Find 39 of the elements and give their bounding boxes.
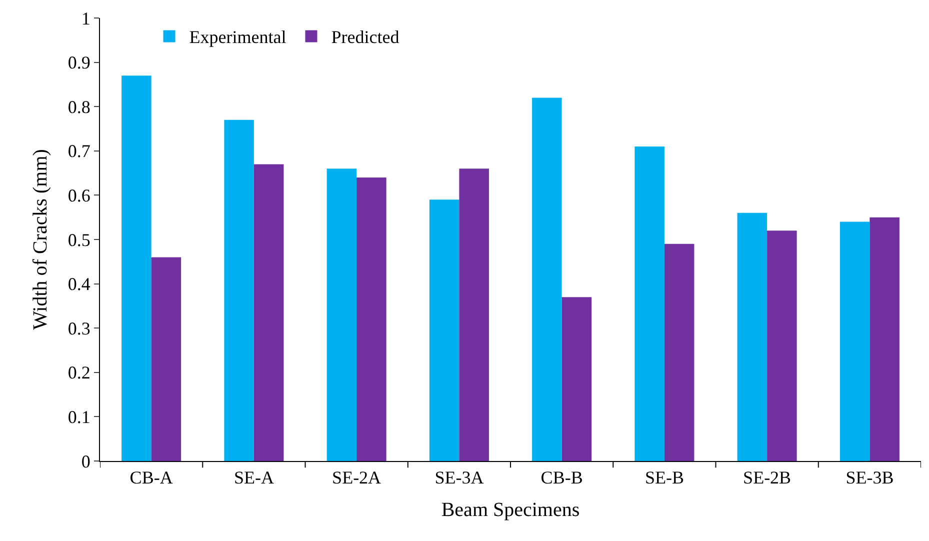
y-tick-label: 0.7 xyxy=(68,141,90,162)
legend-label: Predicted xyxy=(331,27,400,48)
bar xyxy=(737,212,768,461)
y-axis-title: Width of Cracks (mm) xyxy=(29,149,52,330)
bar xyxy=(254,164,284,461)
legend-label: Experimental xyxy=(189,27,286,48)
y-tick-label: 0.5 xyxy=(68,230,90,250)
bar xyxy=(767,230,797,461)
bar xyxy=(870,217,900,461)
bar xyxy=(840,222,870,461)
bar xyxy=(429,200,460,461)
x-axis-title: Beam Specimens xyxy=(441,499,580,522)
x-tick-label: SE-A xyxy=(234,468,274,488)
x-tick-label: CB-A xyxy=(130,468,173,488)
bar xyxy=(356,177,386,461)
y-tick-label: 0.8 xyxy=(68,96,90,117)
y-tick-label: 0.1 xyxy=(68,407,90,427)
y-tick-label: 0.6 xyxy=(68,186,90,206)
x-tick-label: SE-2B xyxy=(743,468,792,488)
x-tick-label: SE-3A xyxy=(434,468,484,488)
bar xyxy=(562,297,592,461)
bar xyxy=(634,146,664,461)
y-tick-label: 1 xyxy=(81,8,90,28)
x-tick-label: SE-3B xyxy=(846,468,894,488)
x-tick-label: SE-2A xyxy=(332,468,382,488)
bar xyxy=(151,257,182,461)
x-tick-label: CB-B xyxy=(540,468,583,488)
x-tick-label: SE-B xyxy=(644,468,684,488)
bar xyxy=(532,98,562,461)
y-tick-label: 0.9 xyxy=(68,52,90,73)
bar xyxy=(664,244,694,461)
y-tick-label: 0 xyxy=(81,451,90,472)
y-tick-label: 0.3 xyxy=(68,318,90,338)
bar xyxy=(224,120,254,461)
y-tick-label: 0.2 xyxy=(68,362,90,383)
bar xyxy=(459,168,489,461)
bar xyxy=(122,76,152,461)
bar xyxy=(326,168,357,461)
y-tick-label: 0.4 xyxy=(68,274,90,294)
